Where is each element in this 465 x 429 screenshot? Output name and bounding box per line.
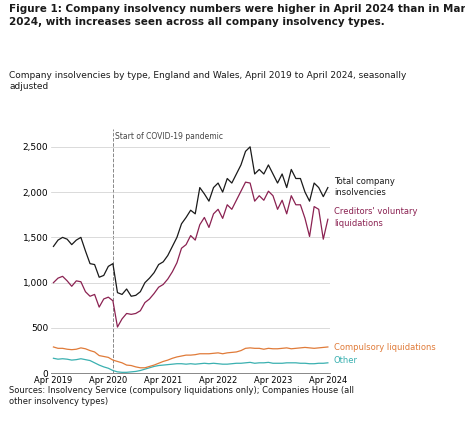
Text: Start of COVID-19 pandemic: Start of COVID-19 pandemic [115, 132, 223, 141]
Text: Creditors' voluntary
liquidations: Creditors' voluntary liquidations [334, 207, 417, 227]
Text: Other: Other [334, 356, 358, 365]
Text: Figure 1: Company insolvency numbers were higher in April 2024 than in March
202: Figure 1: Company insolvency numbers wer… [9, 4, 465, 27]
Text: Compulsory liquidations: Compulsory liquidations [334, 343, 436, 352]
Text: Total company
insolvencies: Total company insolvencies [334, 177, 395, 197]
Text: Company insolvencies by type, England and Wales, April 2019 to April 2024, seaso: Company insolvencies by type, England an… [9, 71, 407, 91]
Text: Sources: Insolvency Service (compulsory liquidations only); Companies House (all: Sources: Insolvency Service (compulsory … [9, 386, 354, 406]
